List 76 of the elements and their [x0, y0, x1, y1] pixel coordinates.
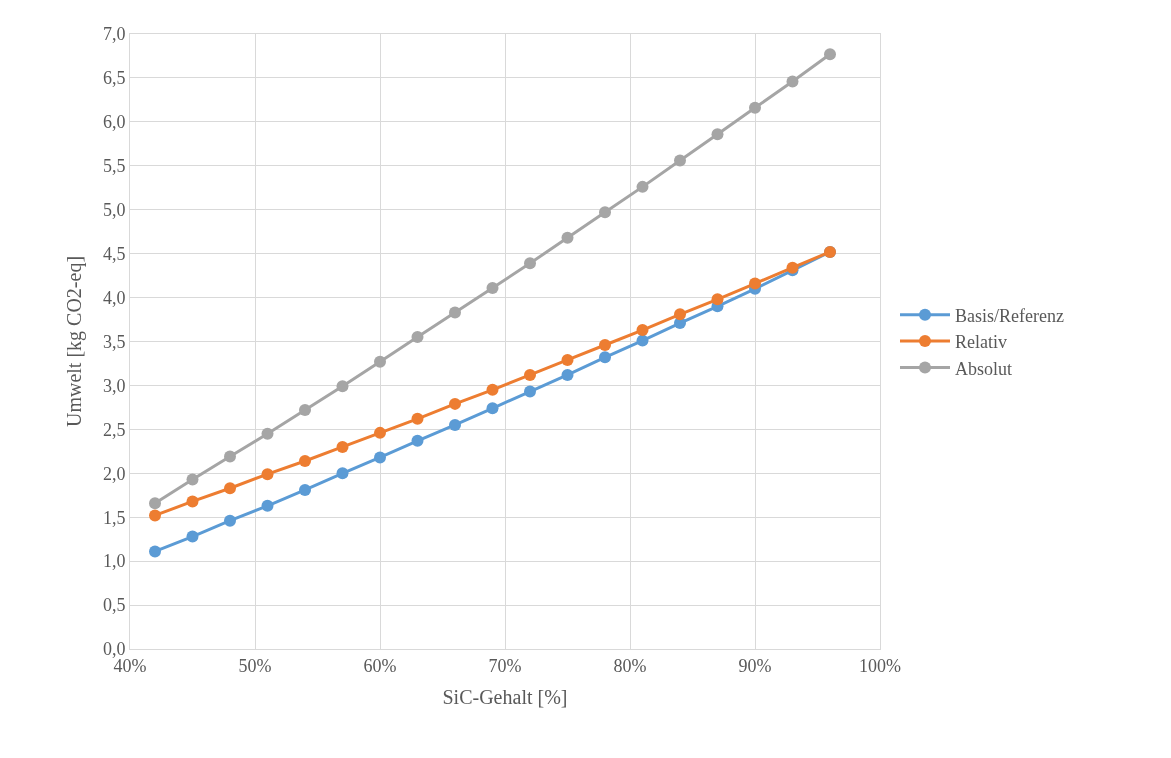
point	[524, 385, 536, 398]
x-tick-label: 70%	[488, 655, 522, 676]
point	[336, 380, 349, 393]
point	[224, 514, 236, 527]
y-tick-label: 1,5	[102, 507, 126, 528]
point	[786, 75, 799, 88]
y-tick-label: 3,0	[102, 375, 126, 396]
point	[636, 180, 649, 193]
point	[186, 473, 199, 486]
point	[411, 412, 424, 425]
y-tick-label: 4,5	[102, 243, 126, 264]
legend-label: Relativ	[955, 332, 1007, 353]
legend-label: Basis/Referenz	[955, 305, 1064, 326]
y-tick-label: 6,5	[102, 68, 126, 89]
point	[749, 101, 761, 114]
point	[449, 418, 461, 431]
point	[374, 451, 386, 464]
point	[561, 231, 574, 244]
y-tick-label: 4,0	[102, 287, 126, 308]
point	[186, 530, 199, 543]
point	[636, 334, 649, 347]
point	[599, 206, 611, 219]
point	[599, 339, 611, 351]
point	[299, 454, 311, 467]
point	[299, 483, 311, 496]
x-tick-label: 60%	[363, 655, 397, 676]
point	[599, 351, 611, 364]
point	[149, 545, 161, 558]
point	[186, 495, 199, 508]
point	[749, 277, 761, 290]
point	[261, 427, 274, 440]
point	[336, 467, 349, 480]
point	[149, 497, 161, 510]
point	[561, 353, 574, 366]
x-tick-label: 80%	[613, 655, 647, 676]
y-tick-label: 3,5	[102, 331, 126, 352]
x-tick-label: 100%	[859, 655, 901, 676]
y-tick-label: 6,0	[102, 112, 126, 133]
point	[374, 426, 386, 439]
point	[636, 324, 649, 337]
point	[674, 154, 686, 167]
point	[261, 499, 274, 512]
point	[149, 509, 161, 522]
y-tick-label: 7,0	[102, 24, 126, 45]
point	[261, 468, 274, 481]
point	[299, 404, 311, 417]
point	[449, 397, 461, 410]
point	[374, 355, 386, 368]
point	[524, 368, 536, 381]
x-axis-title: SiC-Gehalt [%]	[442, 686, 568, 709]
y-tick-label: 5,0	[102, 200, 126, 221]
y-tick-label: 5,5	[102, 156, 126, 177]
y-tick-label: 0,0	[102, 639, 126, 660]
point	[411, 331, 424, 344]
point	[486, 383, 499, 396]
y-axis-title: Umwelt [kg CO2-eq]	[63, 255, 87, 428]
x-tick-label: 50%	[238, 655, 272, 676]
y-tick-label: 2,5	[102, 419, 126, 440]
point	[486, 281, 499, 294]
y-tick-label: 2,0	[102, 463, 126, 484]
x-tick-label: 90%	[738, 655, 772, 676]
point	[711, 128, 724, 141]
point	[224, 482, 236, 495]
point	[524, 257, 536, 270]
y-tick-label: 1,0	[102, 551, 126, 572]
point	[561, 368, 574, 381]
point	[224, 450, 236, 463]
legend-label: Absolut	[955, 358, 1013, 379]
point	[411, 434, 424, 447]
point	[824, 48, 836, 61]
point	[711, 293, 724, 306]
point	[486, 402, 499, 415]
point	[674, 308, 686, 321]
point	[449, 306, 461, 319]
y-tick-label: 0,5	[102, 595, 126, 616]
point	[336, 440, 349, 453]
